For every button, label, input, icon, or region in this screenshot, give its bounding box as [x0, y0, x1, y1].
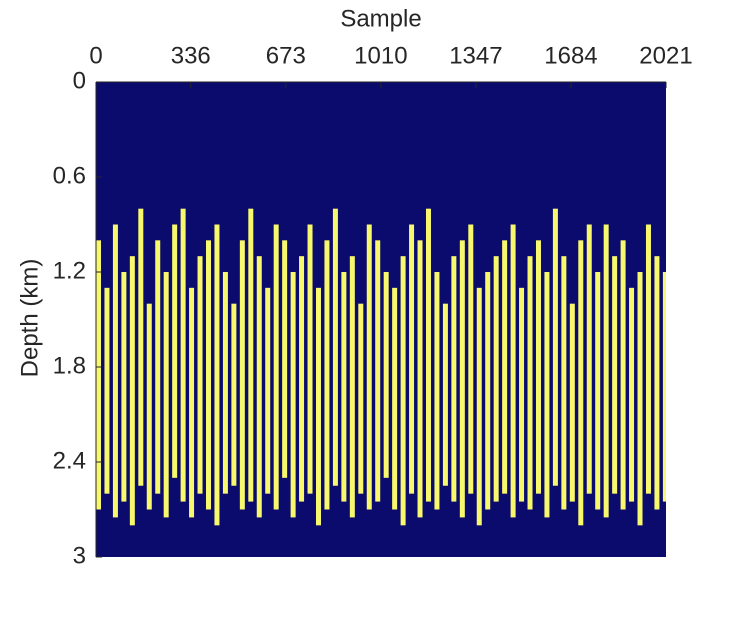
streak [425, 208, 431, 502]
streak [172, 224, 178, 478]
streak [409, 224, 415, 494]
x-tick-label: 1684 [544, 42, 597, 69]
streak [442, 303, 448, 486]
streak [527, 256, 533, 510]
x-tick-label: 336 [171, 42, 211, 69]
streak [468, 224, 474, 494]
y-tick-label: 3 [73, 542, 86, 569]
streak [392, 287, 398, 510]
streak [180, 208, 186, 502]
streak [459, 240, 465, 518]
x-tick-label: 1010 [354, 42, 407, 69]
streak [299, 256, 305, 502]
streak [189, 287, 195, 518]
streak [104, 287, 110, 494]
y-tick-label: 2.4 [53, 447, 86, 474]
streak [434, 272, 440, 510]
streak [121, 272, 127, 502]
x-tick-label: 1347 [449, 42, 502, 69]
x-axis-label: Sample [340, 5, 421, 32]
streak [290, 272, 296, 518]
streak [96, 240, 101, 510]
streak [569, 303, 575, 502]
streak [552, 208, 558, 486]
streak [375, 240, 381, 502]
y-axis-label: Depth (km) [16, 259, 43, 378]
streak [129, 256, 135, 526]
streak [476, 287, 482, 526]
streak [654, 256, 660, 510]
streak [485, 272, 491, 510]
streak [595, 272, 601, 510]
y-tick-label: 1.2 [53, 257, 86, 284]
streak [341, 272, 347, 502]
streak [493, 256, 499, 502]
streak [629, 287, 635, 502]
streak [112, 224, 118, 518]
streak [603, 224, 609, 518]
streak [138, 208, 144, 486]
streak [502, 240, 508, 494]
streak [535, 240, 541, 494]
streak [612, 256, 618, 494]
y-tick-label: 1.8 [53, 352, 86, 379]
x-tick-label: 673 [266, 42, 306, 69]
streak [315, 287, 321, 526]
streak [586, 224, 592, 494]
streak [324, 240, 330, 510]
streak [544, 272, 550, 518]
streak [248, 208, 254, 502]
x-tick-label: 2021 [639, 42, 692, 69]
streak [307, 224, 313, 494]
streak [578, 240, 584, 526]
y-tick-label: 0.6 [53, 162, 86, 189]
streak [205, 240, 211, 510]
streak [197, 256, 203, 494]
streak [332, 208, 338, 486]
streak [366, 224, 372, 510]
streak [214, 224, 220, 526]
streak [451, 256, 457, 502]
streak [349, 256, 355, 518]
streak [256, 256, 262, 518]
streak [265, 287, 271, 494]
streak [358, 303, 364, 494]
streak [239, 240, 245, 510]
streak [146, 303, 152, 510]
streak [273, 224, 279, 510]
streak [645, 224, 651, 494]
streak [561, 256, 567, 510]
streak [222, 272, 228, 494]
streak [417, 240, 423, 518]
streak [400, 256, 406, 526]
streak [637, 272, 643, 526]
streak [231, 303, 237, 486]
streak [383, 272, 389, 478]
streak [510, 224, 516, 518]
streak [155, 240, 161, 494]
streak [519, 287, 525, 502]
streak [662, 272, 666, 502]
y-tick-label: 0 [73, 67, 86, 94]
streak [282, 240, 288, 478]
x-tick-label: 0 [89, 42, 102, 69]
streak [163, 272, 169, 518]
streak [620, 240, 626, 510]
